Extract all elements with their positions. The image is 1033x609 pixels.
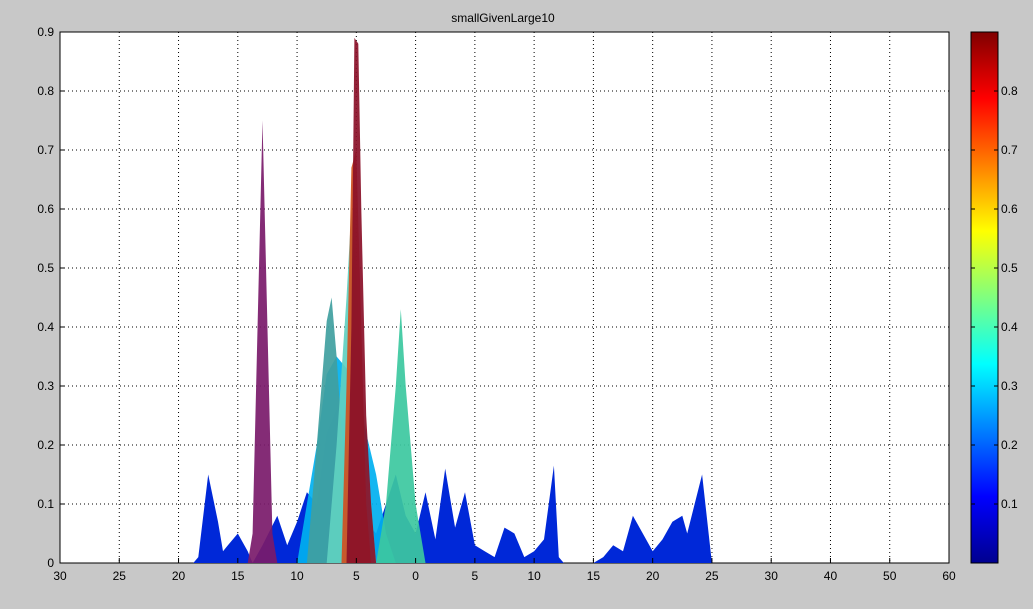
x-tick-label: 5 (353, 569, 360, 583)
x-tick-label: 10 (290, 569, 304, 583)
x-tick-label: 0 (412, 569, 419, 583)
x-tick-label: 15 (231, 569, 245, 583)
colorbar-tick-label: 0.4 (1001, 320, 1018, 334)
colorbar-tick-label: 0.6 (1001, 202, 1018, 216)
colorbar-tick-label: 0.1 (1001, 497, 1018, 511)
colorbar-tick-label: 0.5 (1001, 261, 1018, 275)
x-tick-label: 30 (765, 569, 779, 583)
y-axis: 0 0.1 0.2 0.3 0.4 0.5 0.6 0.7 0.8 0.9 (37, 25, 65, 570)
x-tick-label: 60 (942, 569, 956, 583)
area-series-7 (346, 37, 377, 563)
x-tick-label: 20 (172, 569, 186, 583)
colorbar-tick-label: 0.3 (1001, 379, 1018, 393)
y-tick-label: 0.3 (37, 379, 54, 393)
grid-lines (60, 32, 949, 563)
y-tick-label: 0.2 (37, 438, 54, 452)
x-tick-label: 5 (472, 569, 479, 583)
x-tick-label: 40 (824, 569, 838, 583)
area-series-4 (376, 309, 426, 563)
colorbar-tick-label: 0.8 (1001, 84, 1018, 98)
x-tick-label: 20 (646, 569, 660, 583)
x-tick-label: 10 (527, 569, 541, 583)
x-tick-label: 15 (587, 569, 601, 583)
y-tick-label: 0.8 (37, 84, 54, 98)
x-tick-label: 50 (883, 569, 897, 583)
y-tick-label: 0.1 (37, 497, 54, 511)
area-series-group (193, 37, 712, 563)
x-tick-label: 25 (705, 569, 719, 583)
colorbar-tick-label: 0.2 (1001, 438, 1018, 452)
y-tick-label: 0.4 (37, 320, 54, 334)
x-tick-label: 30 (53, 569, 67, 583)
chart-title: smallGivenLarge10 (451, 11, 555, 25)
plot-area (59, 31, 950, 564)
y-tick-label: 0.5 (37, 261, 54, 275)
x-tick-label: 25 (113, 569, 127, 583)
y-tick-label: 0.9 (37, 25, 54, 39)
colorbar (970, 31, 999, 564)
x-axis: 30 25 20 15 10 5 0 5 10 15 20 25 30 40 50 60 (53, 558, 956, 583)
y-tick-label: 0.6 (37, 202, 54, 216)
y-tick-label: 0 (47, 556, 54, 570)
area-series-2 (247, 120, 278, 563)
y-tick-label: 0.7 (37, 143, 54, 157)
colorbar-ticks: 0.1 0.2 0.3 0.4 0.5 0.6 0.7 0.8 (971, 84, 1018, 511)
colorbar-tick-label: 0.7 (1001, 143, 1018, 157)
